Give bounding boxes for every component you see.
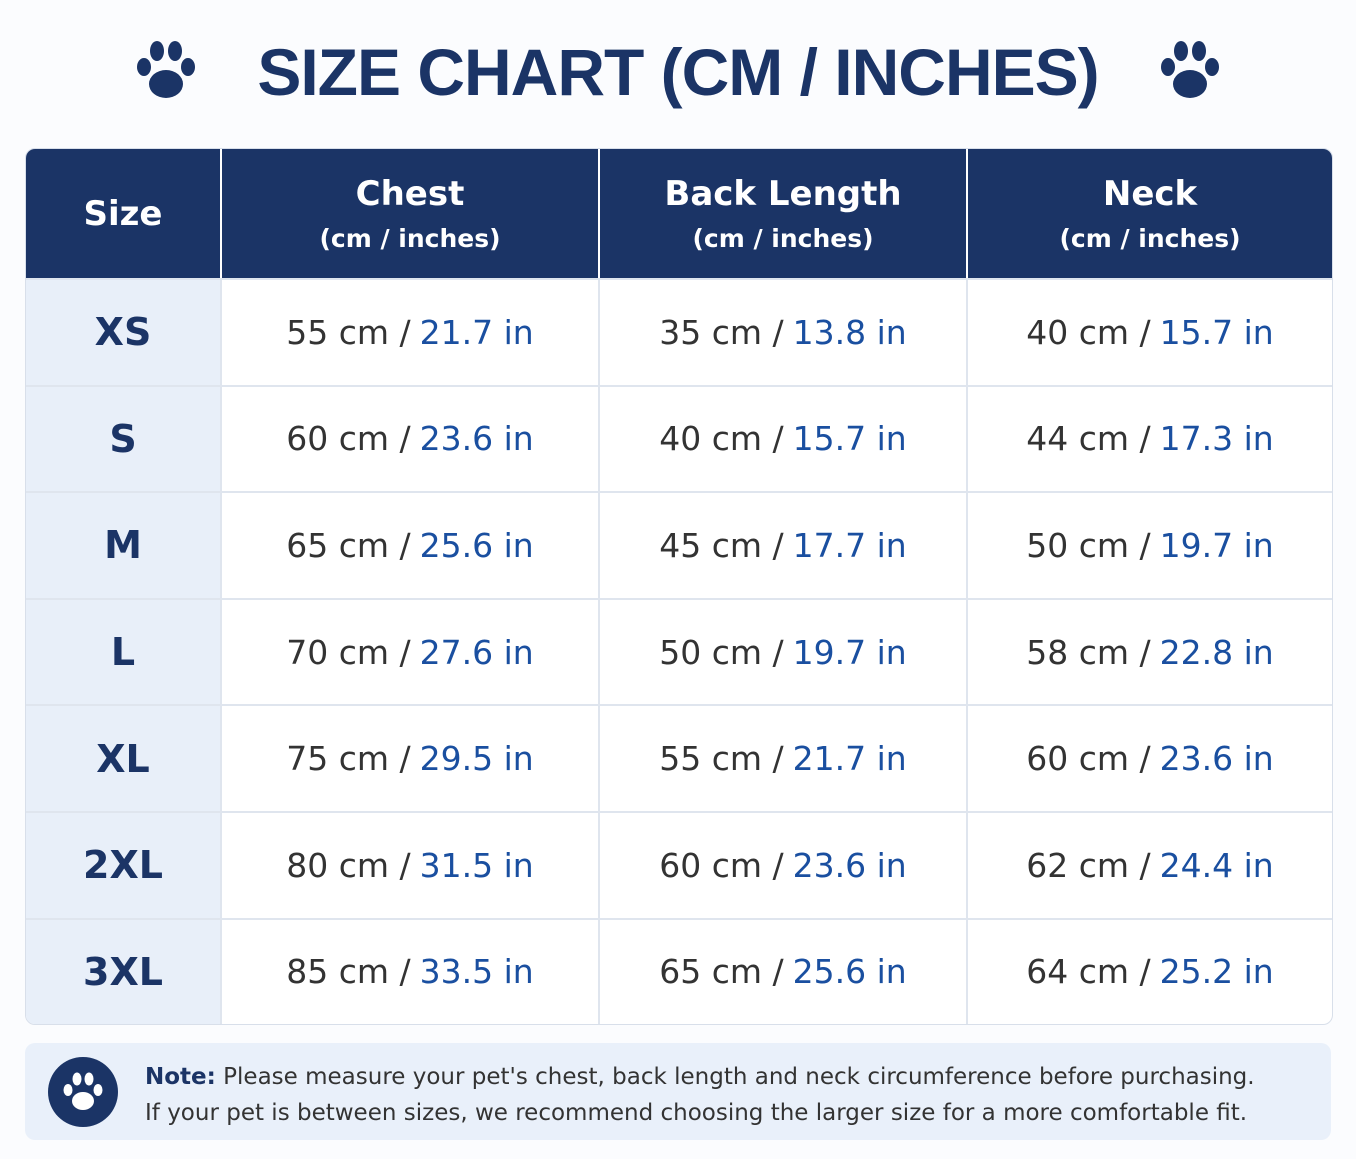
column-header: Back Length (cm / inches)	[598, 149, 966, 278]
measure-cell: 70 cm /27.6 in	[220, 597, 598, 705]
inch-value: 23.6 in	[419, 419, 534, 459]
inch-value: 21.7 in	[792, 739, 907, 779]
paw-icon	[137, 41, 196, 98]
inch-value: 27.6 in	[419, 632, 534, 672]
cm-value: 65 cm /	[286, 525, 411, 565]
cm-value: 60 cm /	[1026, 739, 1151, 779]
column-subtitle: (cm / inches)	[1059, 224, 1241, 253]
inch-value: 15.7 in	[792, 419, 907, 459]
column-title: Size	[83, 193, 163, 234]
size-label: S	[26, 384, 220, 492]
inch-value: 33.5 in	[419, 952, 534, 992]
size-table: Size Chest (cm / inches) Back Length (cm / i…	[25, 148, 1333, 1026]
inch-value: 23.6 in	[792, 845, 907, 885]
column-header: Chest (cm / inches)	[220, 149, 598, 278]
cm-value: 62 cm /	[1026, 845, 1151, 885]
measure-cell: 60 cm /23.6 in	[598, 810, 966, 918]
inch-value: 21.7 in	[419, 312, 534, 352]
paw-icon	[1160, 41, 1219, 98]
inch-value: 23.6 in	[1159, 739, 1274, 779]
note-line: If your pet is between sizes, we recomme…	[145, 1100, 1248, 1126]
size-label: 3XL	[26, 917, 220, 1025]
cm-value: 70 cm /	[286, 632, 411, 672]
measure-cell: 55 cm /21.7 in	[220, 278, 598, 385]
measure-cell: 58 cm /22.8 in	[966, 597, 1332, 705]
inch-value: 25.6 in	[419, 525, 534, 565]
column-title: Neck	[1102, 174, 1198, 214]
measure-cell: 65 cm /25.6 in	[220, 491, 598, 598]
size-label: M	[26, 491, 220, 598]
cm-value: 40 cm /	[1026, 312, 1151, 352]
cm-value: 50 cm /	[1026, 525, 1151, 565]
title-row: SIZE CHART (CM / INCHES)	[0, 22, 1356, 122]
inch-value: 31.5 in	[419, 845, 534, 885]
inch-value: 19.7 in	[1159, 525, 1274, 565]
inch-value: 29.5 in	[419, 739, 534, 779]
cm-value: 58 cm /	[1026, 632, 1151, 672]
inch-value: 25.6 in	[792, 952, 907, 992]
measure-cell: 40 cm /15.7 in	[598, 384, 966, 492]
measure-cell: 35 cm /13.8 in	[598, 278, 966, 385]
cm-value: 45 cm /	[659, 525, 784, 565]
inch-value: 22.8 in	[1159, 632, 1274, 672]
cm-value: 55 cm /	[659, 739, 784, 779]
column-subtitle: (cm / inches)	[319, 224, 501, 253]
measure-cell: 75 cm /29.5 in	[220, 704, 598, 811]
cm-value: 75 cm /	[286, 739, 411, 779]
note-icon	[48, 1057, 118, 1127]
title: SIZE CHART (CM / INCHES)	[257, 35, 1099, 109]
cm-value: 44 cm /	[1026, 419, 1151, 459]
inch-value: 17.3 in	[1159, 419, 1274, 459]
inch-value: 19.7 in	[792, 632, 907, 672]
column-title: Chest	[355, 174, 465, 214]
cm-value: 55 cm /	[286, 312, 411, 352]
measure-cell: 85 cm /33.5 in	[220, 917, 598, 1025]
measure-cell: 80 cm /31.5 in	[220, 810, 598, 918]
size-label: L	[26, 597, 220, 705]
measure-cell: 44 cm /17.3 in	[966, 384, 1332, 492]
inch-value: 15.7 in	[1159, 312, 1274, 352]
column-title: Back Length	[664, 174, 902, 214]
inch-value: 24.4 in	[1159, 845, 1274, 885]
measure-cell: 64 cm /25.2 in	[966, 917, 1332, 1025]
measure-cell: 40 cm /15.7 in	[966, 278, 1332, 385]
measure-cell: 45 cm /17.7 in	[598, 491, 966, 598]
size-label: XL	[26, 704, 220, 811]
cm-value: 85 cm /	[286, 952, 411, 992]
cm-value: 64 cm /	[1026, 952, 1151, 992]
measure-cell: 50 cm /19.7 in	[966, 491, 1332, 598]
note-label: Note:	[145, 1064, 216, 1090]
measure-cell: 62 cm /24.4 in	[966, 810, 1332, 918]
note-line: Note: Please measure your pet's chest, b…	[145, 1059, 1255, 1095]
measure-cell: 65 cm /25.6 in	[598, 917, 966, 1025]
cm-value: 60 cm /	[286, 419, 411, 459]
column-subtitle: (cm / inches)	[692, 224, 874, 253]
column-header: Neck (cm / inches)	[966, 149, 1332, 278]
size-label: XS	[26, 278, 220, 385]
note-box: Note: Please measure your pet's chest, b…	[25, 1043, 1331, 1140]
inch-value: 13.8 in	[792, 312, 907, 352]
cm-value: 35 cm /	[659, 312, 784, 352]
measure-cell: 50 cm /19.7 in	[598, 597, 966, 705]
measure-cell: 55 cm /21.7 in	[598, 704, 966, 811]
size-label: 2XL	[26, 810, 220, 918]
cm-value: 65 cm /	[659, 952, 784, 992]
cm-value: 80 cm /	[286, 845, 411, 885]
cm-value: 60 cm /	[659, 845, 784, 885]
measure-cell: 60 cm /23.6 in	[220, 384, 598, 492]
inch-value: 17.7 in	[792, 525, 907, 565]
column-header: Size	[26, 149, 220, 278]
note-text: Note: Please measure your pet's chest, b…	[145, 1059, 1255, 1131]
cm-value: 40 cm /	[659, 419, 784, 459]
inch-value: 25.2 in	[1159, 952, 1274, 992]
cm-value: 50 cm /	[659, 632, 784, 672]
measure-cell: 60 cm /23.6 in	[966, 704, 1332, 811]
note-line-text: Please measure your pet's chest, back le…	[223, 1064, 1255, 1090]
